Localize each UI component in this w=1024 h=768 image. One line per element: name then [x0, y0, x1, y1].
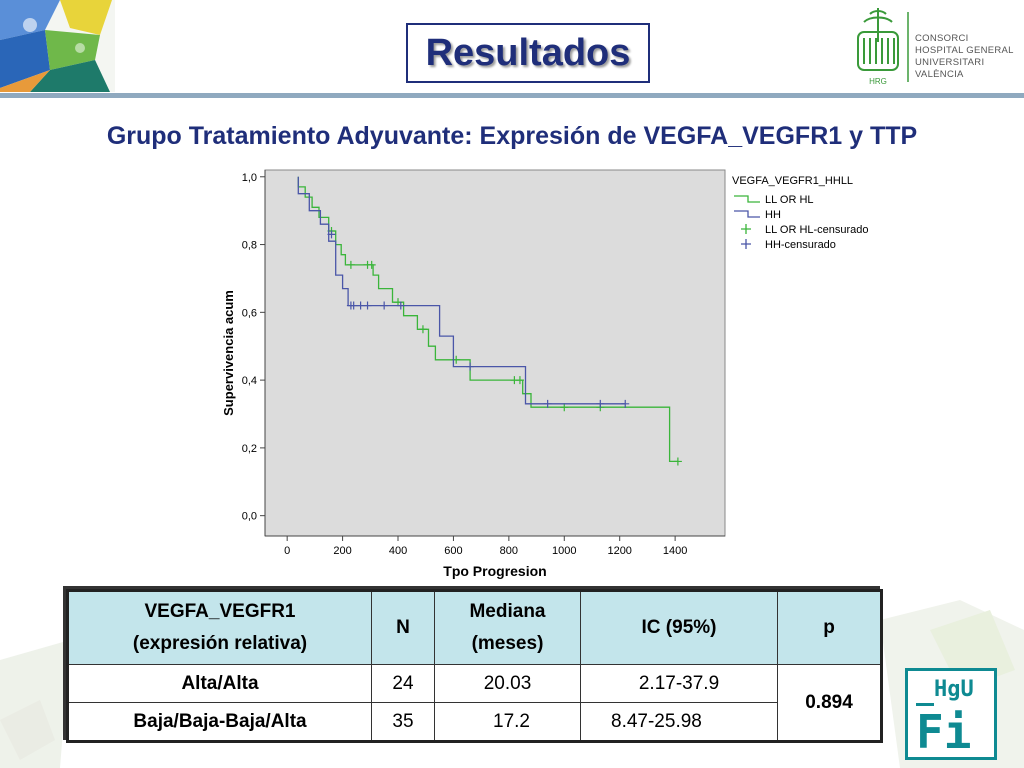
legend-swatch — [734, 210, 760, 218]
x-tick-label: 200 — [333, 545, 351, 557]
legend-label: LL OR HL — [765, 194, 814, 206]
legend-label: LL OR HL-censurado — [765, 224, 869, 236]
censor-mark — [515, 376, 524, 385]
axes — [264, 170, 725, 537]
page-title: Resultados — [425, 31, 631, 74]
header-text: IC (95%) — [641, 617, 717, 638]
header-text: p — [823, 617, 835, 638]
cell-mediana: 17.2 — [434, 702, 581, 742]
censor-mark — [466, 362, 475, 371]
censor-mark — [327, 230, 336, 239]
x-tick-label: 400 — [389, 545, 407, 557]
censor-mark — [543, 399, 552, 408]
x-ticks: 0 200 400 600 800 1000 1200 1400 — [284, 536, 687, 557]
logo-line: VALÈNCIA — [915, 69, 964, 80]
censor-mark — [596, 399, 605, 408]
logo-line: HOSPITAL GENERAL — [915, 45, 1014, 56]
header-text: Mediana — [469, 601, 546, 622]
censor-mark — [673, 457, 682, 466]
censor-mark — [363, 301, 372, 310]
y-tick-label: 0,4 — [242, 375, 257, 387]
x-tick-label: 600 — [444, 545, 462, 557]
cell-n: 24 — [371, 664, 435, 703]
censor-mark — [346, 260, 355, 269]
series-line-hh — [297, 176, 626, 405]
hgu-fi-badge: HgU Fi — [905, 668, 997, 760]
cell-group: Baja/Baja-Baja/Alta — [67, 702, 372, 742]
censor-mark — [621, 399, 630, 408]
header-cell-n: N — [371, 590, 435, 665]
header-text: N — [396, 617, 410, 638]
plot-area — [264, 169, 726, 537]
table-row: Alta/Alta 24 20.03 2.17-37.9 0.894 — [67, 664, 882, 742]
x-tick-label: 1000 — [552, 545, 576, 557]
slide-subtitle: Grupo Tratamiento Adyuvante: Expresión d… — [106, 122, 918, 150]
header-cell-mediana: Mediana (meses) — [434, 590, 581, 665]
header-cell-p: p — [777, 590, 882, 665]
legend-label: HH — [765, 209, 781, 221]
table-row: Baja/Baja-Baja/Alta 35 17.2 8.47-25.98 — [67, 702, 882, 742]
cell-ic: 8.47-25.98 — [580, 702, 778, 742]
legend-swatch — [741, 224, 751, 234]
survival-chart: 0,0 0,2 0,4 0,6 0,8 1,0 0 200 400 600 800 1000 1200… — [221, 169, 869, 579]
badge-bottom-text: Fi — [916, 705, 972, 759]
censor-mark — [367, 260, 376, 269]
censor-mark — [396, 301, 405, 310]
header-text: (meses) — [471, 633, 544, 654]
y-tick-label: 0,0 — [242, 511, 257, 523]
header-text: VEGFA_VEGFR1 — [144, 601, 296, 622]
logo-line: UNIVERSITARI — [915, 57, 985, 68]
legend: VEGFA_VEGFR1_HHLL LL OR HL HH LL OR HL-cen… — [732, 175, 869, 251]
title-box: Resultados — [406, 23, 650, 83]
x-tick-label: 0 — [284, 545, 290, 557]
results-table: VEGFA_VEGFR1 (expresión relativa) N Medi… — [66, 589, 883, 743]
x-axis-label: Tpo Progresion — [443, 563, 546, 579]
x-tick-label: 1400 — [663, 545, 687, 557]
y-ticks: 0,0 0,2 0,4 0,6 0,8 1,0 — [242, 172, 265, 523]
censor-mark — [356, 301, 365, 310]
cell-p-value: 0.894 — [777, 664, 882, 742]
hospital-logo: HRG — [857, 8, 909, 86]
y-axis-label: Supervivencia acum — [221, 290, 236, 416]
legend-swatch — [741, 239, 751, 249]
cell-ic: 2.17-37.9 — [580, 664, 778, 703]
y-tick-label: 1,0 — [242, 172, 257, 184]
table-header-row: VEGFA_VEGFR1 (expresión relativa) N Medi… — [67, 590, 882, 665]
legend-label: HH-censurado — [765, 239, 836, 251]
censor-mark — [560, 403, 569, 412]
header-text: (expresión relativa) — [132, 633, 308, 654]
mosaic-decoration — [0, 0, 115, 92]
x-tick-label: 800 — [500, 545, 518, 557]
header-cell-ic: IC (95%) — [580, 590, 778, 665]
censor-mark — [380, 301, 389, 310]
y-tick-label: 0,6 — [242, 307, 257, 319]
legend-swatch — [734, 195, 760, 203]
legend-title: VEGFA_VEGFR1_HHLL — [732, 175, 853, 187]
x-tick-label: 1200 — [607, 545, 631, 557]
censor-mark — [349, 301, 358, 310]
hospital-name: CONSORCI HOSPITAL GENERAL UNIVERSITARI V… — [915, 33, 1014, 81]
badge-bar — [916, 703, 934, 706]
cell-group: Alta/Alta — [67, 664, 372, 703]
y-tick-label: 0,2 — [242, 443, 257, 455]
badge-top-text: HgU — [934, 677, 974, 702]
svg-text:HRG: HRG — [869, 77, 887, 86]
y-tick-label: 0,8 — [242, 240, 257, 252]
cell-mediana: 20.03 — [434, 664, 581, 703]
header-rule — [0, 93, 1024, 98]
logo-line: CONSORCI — [915, 33, 969, 44]
cell-n: 35 — [371, 702, 435, 742]
series-layer — [297, 176, 682, 466]
header-cell-group: VEGFA_VEGFR1 (expresión relativa) — [67, 590, 372, 665]
censor-mark — [418, 325, 427, 334]
